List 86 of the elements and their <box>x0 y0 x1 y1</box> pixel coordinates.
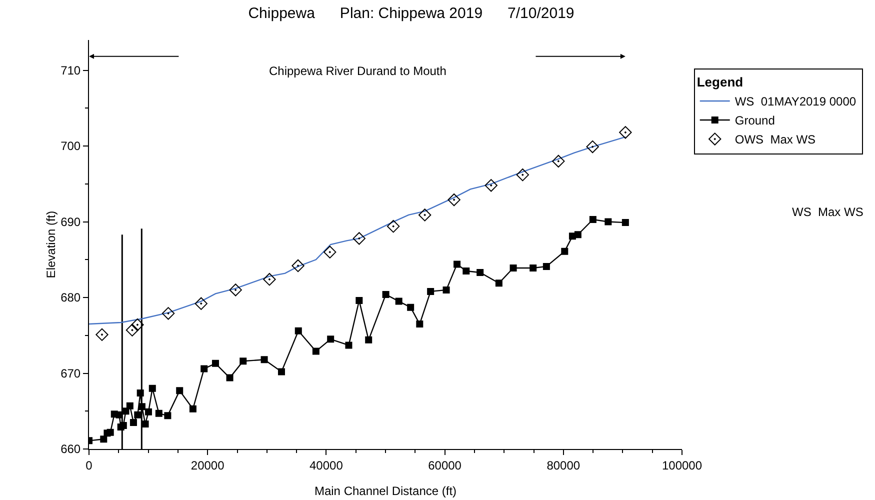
point <box>619 126 632 139</box>
point <box>448 193 460 206</box>
x-tick-label: 60000 <box>428 458 462 472</box>
chart-title: Chippewa Plan: Chippewa 2019 7/10/2019 <box>248 5 574 22</box>
x-tick-label: 40000 <box>310 458 344 472</box>
point <box>126 402 134 410</box>
point <box>120 422 127 430</box>
legend-title: Legend <box>696 74 744 90</box>
x-axis-title: Main Channel Distance (ft) <box>314 484 457 498</box>
annotation: Chippewa River Durand to Mouth <box>269 64 446 78</box>
point <box>542 262 550 270</box>
point <box>516 168 530 182</box>
point <box>312 348 320 355</box>
x-tick-label: 20000 <box>190 458 225 472</box>
point <box>136 389 144 396</box>
point <box>324 246 336 258</box>
point <box>561 248 568 255</box>
point <box>462 268 470 275</box>
point <box>589 216 596 224</box>
point <box>294 327 302 334</box>
text: WS Max WS <box>792 205 864 219</box>
point <box>427 288 434 295</box>
point <box>142 420 149 428</box>
point <box>292 259 304 272</box>
point <box>138 403 146 410</box>
point <box>327 336 334 343</box>
y-tick-label: 710 <box>60 64 81 78</box>
y-axis-title: Elevation (ft) <box>44 210 58 278</box>
point <box>495 280 502 287</box>
point <box>162 307 175 320</box>
y-tick-label: 680 <box>60 290 81 305</box>
point <box>418 208 432 222</box>
legend-label: WS 01MAY2019 0000 <box>734 94 856 109</box>
y-tick-label: 690 <box>60 214 81 229</box>
point <box>416 320 424 328</box>
point <box>352 232 366 245</box>
point <box>395 298 402 305</box>
point <box>476 269 484 276</box>
x-tick-label: 0 <box>86 458 93 472</box>
point <box>574 231 582 238</box>
point <box>155 410 162 417</box>
x-tick-label: 80000 <box>546 458 580 472</box>
y-tick-label: 670 <box>60 366 81 380</box>
point <box>240 358 247 365</box>
x-tick-label: 100000 <box>662 458 702 472</box>
point <box>454 260 461 268</box>
y-tick-label: 660 <box>60 442 81 456</box>
point <box>122 408 130 415</box>
point <box>134 411 142 418</box>
point <box>382 290 390 298</box>
point <box>148 384 156 392</box>
point <box>345 342 352 349</box>
point <box>212 360 219 367</box>
point <box>586 140 599 154</box>
point <box>229 284 242 296</box>
point <box>176 387 184 394</box>
point <box>604 218 612 226</box>
point <box>484 179 498 192</box>
point <box>552 154 565 168</box>
point <box>263 272 276 286</box>
point <box>96 328 108 341</box>
point <box>116 411 123 418</box>
point <box>226 374 234 382</box>
point <box>530 264 537 272</box>
point <box>200 365 208 372</box>
point <box>622 219 629 226</box>
point <box>260 356 268 364</box>
point <box>100 436 108 443</box>
point <box>106 428 114 436</box>
point <box>126 324 139 336</box>
point <box>442 286 450 294</box>
y-tick-label: 700 <box>60 139 81 154</box>
point <box>130 418 137 426</box>
point <box>510 264 517 272</box>
legend-label: Ground <box>734 114 775 128</box>
point <box>386 220 400 233</box>
point <box>189 405 196 412</box>
legend-label: OWS Max WS <box>734 132 816 147</box>
point <box>194 297 208 310</box>
point <box>164 412 172 420</box>
point <box>356 297 363 304</box>
point <box>144 408 152 416</box>
point <box>365 336 372 344</box>
point <box>278 368 285 376</box>
point <box>131 318 144 332</box>
point <box>407 304 414 311</box>
